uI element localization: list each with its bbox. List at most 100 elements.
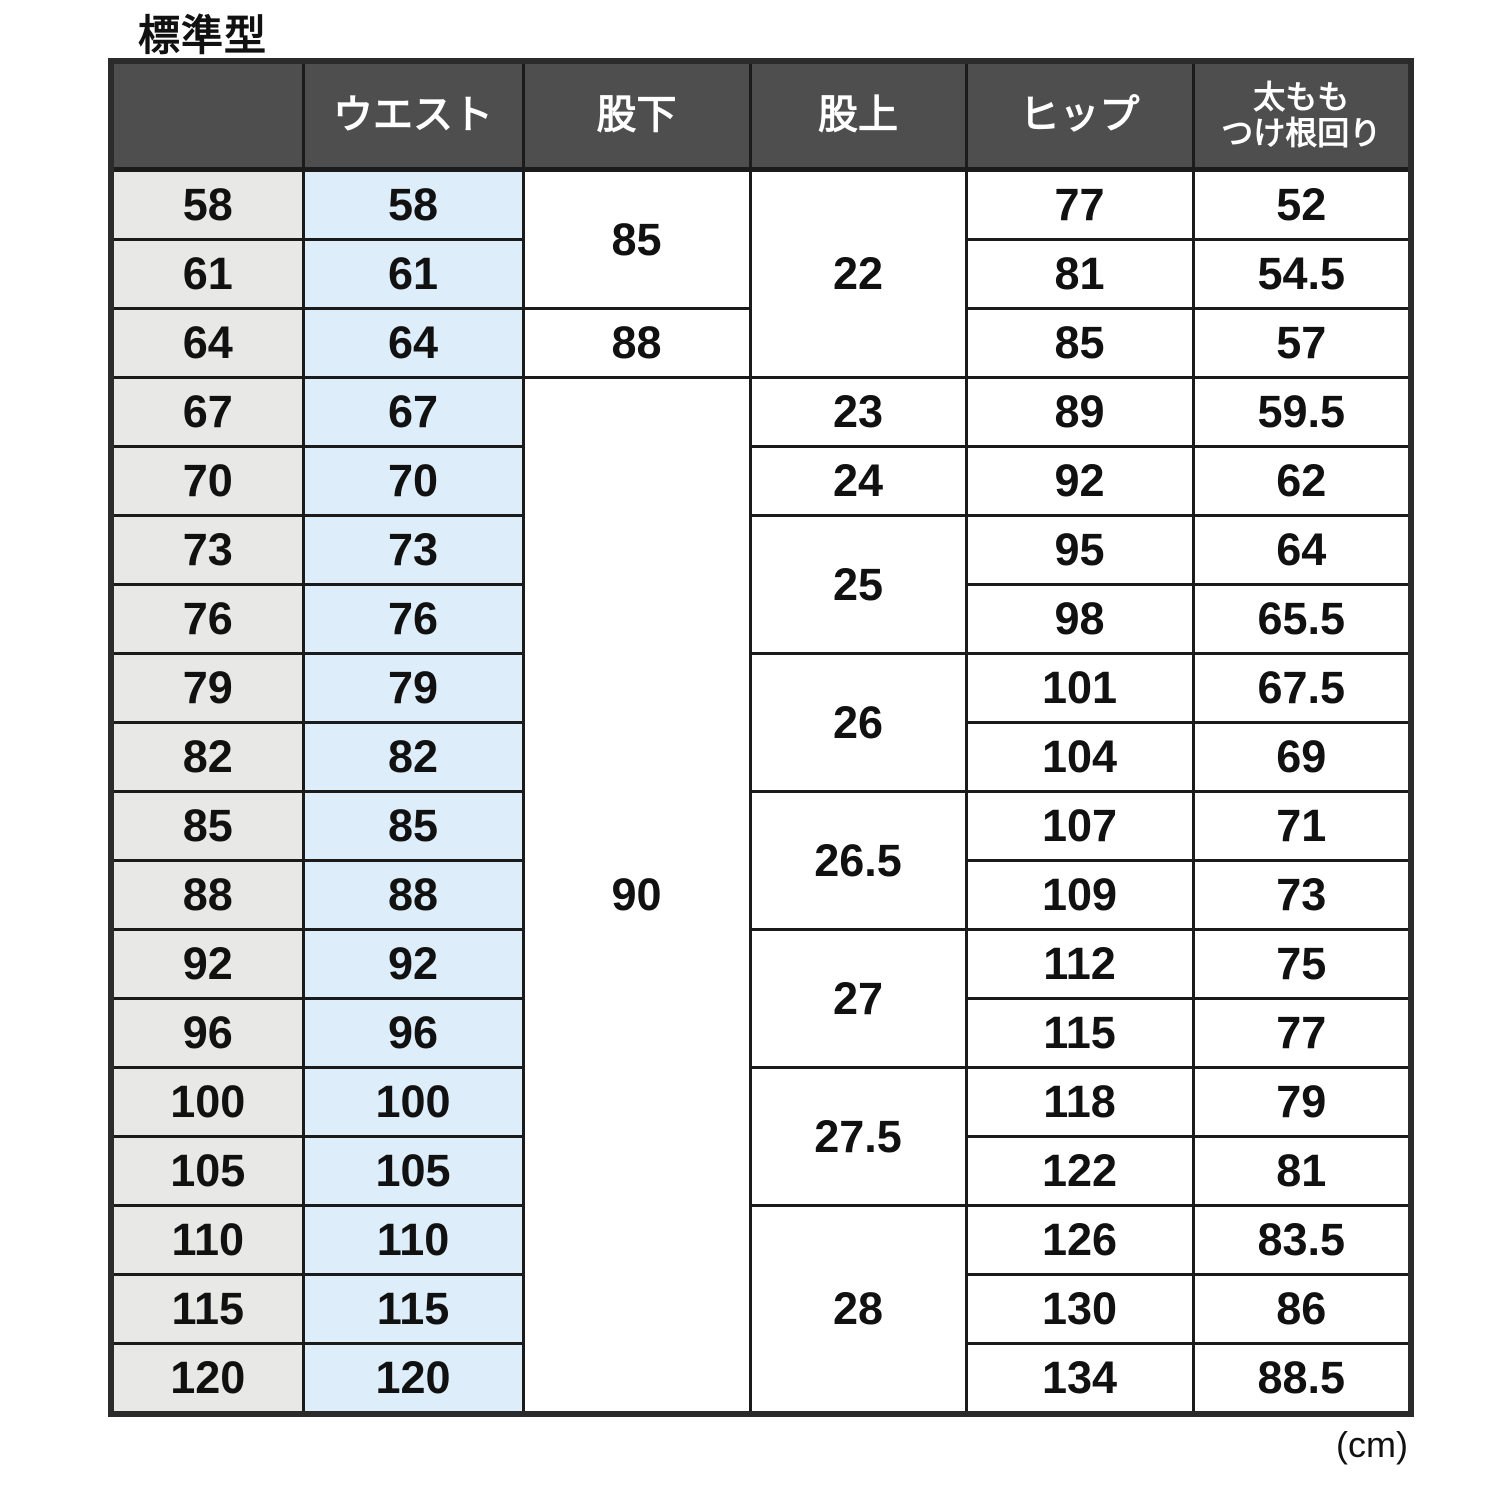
table-row: 88 88 109 73	[109, 859, 1413, 931]
table-row: 70 70 24 92 62	[109, 445, 1413, 517]
hip-cell: 85	[964, 307, 1195, 379]
table-row: 82 82 104 69	[109, 721, 1413, 793]
table-row: 115 115 130 86	[109, 1273, 1413, 1345]
column-header-rise: 股上	[748, 59, 968, 172]
waist-cell: 115	[301, 1273, 525, 1345]
rise-cell: 22	[748, 168, 968, 379]
thigh-cell: 86	[1191, 1273, 1413, 1345]
rise-cell: 25	[748, 514, 968, 655]
rise-cell: 24	[748, 445, 968, 517]
waist-cell: 120	[301, 1342, 525, 1416]
table-row: 120 120 134 88.5	[109, 1342, 1413, 1416]
size-cell: 88	[109, 859, 305, 931]
waist-cell: 79	[301, 652, 525, 724]
page-title: 標準型	[138, 12, 268, 59]
rise-cell: 27.5	[748, 1066, 968, 1207]
waist-cell: 70	[301, 445, 525, 517]
size-cell: 70	[109, 445, 305, 517]
column-header-inseam: 股下	[521, 59, 752, 172]
thigh-cell: 77	[1191, 997, 1413, 1069]
thigh-cell: 75	[1191, 928, 1413, 1000]
table-row: 76 76 98 65.5	[109, 583, 1413, 655]
table-row: 73 73 25 95 64	[109, 514, 1413, 655]
hip-cell: 92	[964, 445, 1195, 517]
waist-cell: 64	[301, 307, 525, 379]
size-cell: 64	[109, 307, 305, 379]
hip-cell: 81	[964, 238, 1195, 310]
waist-cell: 61	[301, 238, 525, 310]
waist-cell: 100	[301, 1066, 525, 1138]
rise-cell: 23	[748, 376, 968, 448]
thigh-cell: 81	[1191, 1135, 1413, 1207]
waist-cell: 85	[301, 790, 525, 862]
thigh-cell: 64	[1191, 514, 1413, 586]
rise-cell: 26.5	[748, 790, 968, 931]
rise-cell: 27	[748, 928, 968, 1069]
table-row: 79 79 26 101 67.5	[109, 652, 1413, 793]
size-cell: 105	[109, 1135, 305, 1207]
size-cell: 67	[109, 376, 305, 448]
hip-cell: 126	[964, 1204, 1195, 1276]
thigh-cell: 69	[1191, 721, 1413, 793]
size-cell: 92	[109, 928, 305, 1000]
thigh-cell: 67.5	[1191, 652, 1413, 724]
table-row: 58 58 85 22 77 52	[109, 168, 1413, 379]
thigh-cell: 54.5	[1191, 238, 1413, 310]
waist-cell: 88	[301, 859, 525, 931]
hip-cell: 118	[964, 1066, 1195, 1138]
hip-cell: 130	[964, 1273, 1195, 1345]
waist-cell: 82	[301, 721, 525, 793]
waist-cell: 96	[301, 997, 525, 1069]
size-cell: 58	[109, 168, 305, 241]
table-row: 61 61 81 54.5	[109, 238, 1413, 310]
unit-label: (cm)	[1336, 1424, 1408, 1465]
hip-cell: 122	[964, 1135, 1195, 1207]
thigh-cell: 62	[1191, 445, 1413, 517]
hip-cell: 112	[964, 928, 1195, 1000]
table-row: 96 96 115 77	[109, 997, 1413, 1069]
column-header-thigh: 太もも つけ根回り	[1191, 59, 1413, 172]
inseam-cell: 88	[521, 307, 752, 379]
hip-cell: 95	[964, 514, 1195, 586]
column-header-hip: ヒップ	[964, 59, 1195, 172]
size-cell: 85	[109, 790, 305, 862]
hip-cell: 115	[964, 997, 1195, 1069]
thigh-cell: 52	[1191, 168, 1413, 241]
size-cell: 82	[109, 721, 305, 793]
size-cell: 76	[109, 583, 305, 655]
hip-cell: 77	[964, 168, 1195, 241]
thigh-cell: 59.5	[1191, 376, 1413, 448]
waist-cell: 110	[301, 1204, 525, 1276]
table-body: 58 58 85 22 77 52 61 61 81 54.5 64 64 88 85 57 67 67 90 23…	[109, 168, 1413, 1416]
hip-cell: 89	[964, 376, 1195, 448]
size-cell: 96	[109, 997, 305, 1069]
thigh-cell: 57	[1191, 307, 1413, 379]
hip-cell: 104	[964, 721, 1195, 793]
size-cell: 110	[109, 1204, 305, 1276]
size-cell: 120	[109, 1342, 305, 1416]
thigh-cell: 73	[1191, 859, 1413, 931]
inseam-cell: 90	[521, 376, 752, 1416]
thigh-cell: 79	[1191, 1066, 1413, 1138]
size-cell: 79	[109, 652, 305, 724]
column-header-waist: ウエスト	[301, 59, 525, 172]
column-header-size	[109, 59, 305, 172]
inseam-cell: 85	[521, 168, 752, 310]
hip-cell: 109	[964, 859, 1195, 931]
rise-cell: 28	[748, 1204, 968, 1416]
thigh-cell: 71	[1191, 790, 1413, 862]
size-cell: 61	[109, 238, 305, 310]
table-header: ウエスト 股下 股上 ヒップ 太もも つけ根回り	[109, 59, 1413, 172]
rise-cell: 26	[748, 652, 968, 793]
table-row: 100 100 27.5 118 79	[109, 1066, 1413, 1207]
table-row: 110 110 28 126 83.5	[109, 1204, 1413, 1416]
hip-cell: 107	[964, 790, 1195, 862]
table-row: 64 64 88 85 57	[109, 307, 1413, 379]
size-cell: 115	[109, 1273, 305, 1345]
waist-cell: 67	[301, 376, 525, 448]
waist-cell: 105	[301, 1135, 525, 1207]
header-row: ウエスト 股下 股上 ヒップ 太もも つけ根回り	[109, 59, 1413, 172]
waist-cell: 92	[301, 928, 525, 1000]
waist-cell: 73	[301, 514, 525, 586]
